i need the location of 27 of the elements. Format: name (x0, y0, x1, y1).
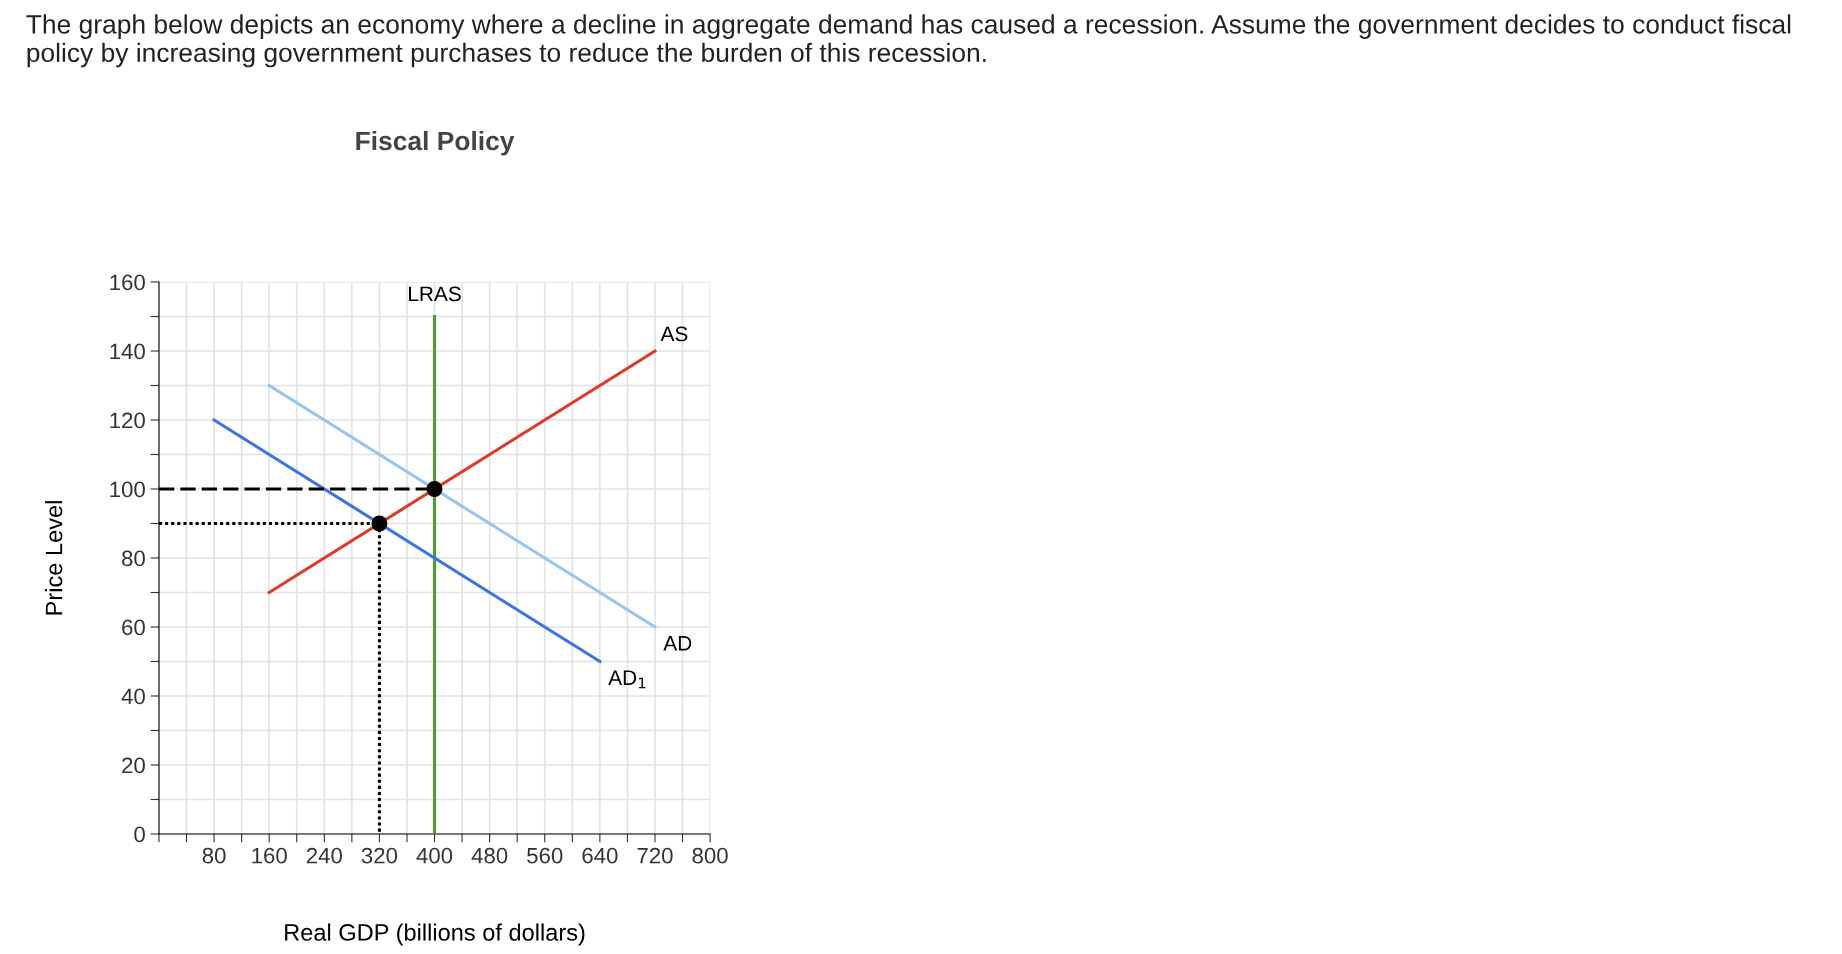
series-label: AS (660, 326, 688, 342)
series-label: AD$_{1}$ (608, 670, 646, 689)
y-tick-label: 40 (121, 688, 145, 705)
x-tick-label: 800 (692, 847, 728, 864)
x-tick-label: 160 (252, 847, 287, 864)
y-tick-label: 100 (110, 481, 145, 498)
x-tick-label: 480 (471, 847, 508, 864)
y-tick-label: 120 (110, 412, 145, 429)
y-tick-label: 20 (122, 757, 145, 774)
y-axis-title: Price Level (45, 501, 63, 615)
x-tick-label: 560 (527, 847, 563, 864)
x-tick-label: 400 (416, 847, 453, 864)
chart-title: Fiscal Policy (356, 130, 515, 156)
y-tick-label: 160 (110, 274, 145, 291)
series-label: LRAS (409, 286, 461, 302)
y-tick-label: 60 (122, 619, 145, 636)
y-tick-label: 0 (134, 826, 145, 843)
x-tick-label: 80 (202, 847, 226, 864)
x-tick-label: 640 (582, 847, 618, 864)
text: The graph below depicts an economy where a decline in aggregate demand has caused a recession. Assume the government decides to conduct fiscal policy by increasing government purchases to reduce the burden of this recession. (26, 14, 1791, 68)
x-tick-label: 320 (361, 847, 398, 864)
y-tick-label: 140 (110, 343, 145, 360)
y-tick-label: 80 (122, 550, 145, 567)
x-axis-title: Real GDP (billions of dollars) (285, 923, 585, 946)
x-tick-label: 240 (306, 847, 342, 864)
series-label: AD (663, 636, 692, 651)
x-tick-label: 720 (637, 847, 673, 864)
